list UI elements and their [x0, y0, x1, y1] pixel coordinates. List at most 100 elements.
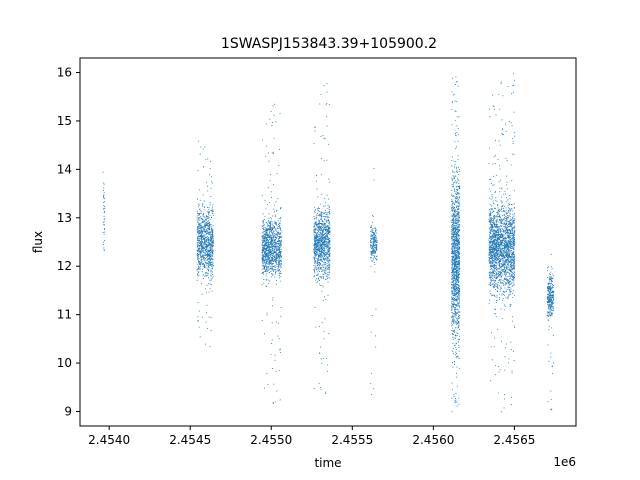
data-point: [314, 236, 316, 238]
data-point: [452, 300, 454, 302]
data-point: [212, 251, 214, 253]
data-point: [314, 307, 316, 308]
data-point: [313, 211, 315, 212]
data-point: [454, 312, 456, 314]
data-point: [270, 225, 271, 227]
data-point: [276, 390, 278, 392]
data-point: [325, 262, 326, 263]
data-point: [211, 252, 213, 254]
data-point: [200, 262, 202, 264]
data-point: [372, 242, 374, 244]
data-point: [313, 226, 315, 228]
data-point: [455, 255, 457, 257]
data-point: [328, 250, 330, 252]
data-point: [198, 213, 200, 215]
data-point: [278, 277, 280, 279]
data-point: [270, 236, 272, 238]
data-point: [324, 236, 326, 238]
data-point: [452, 362, 453, 364]
data-point: [452, 239, 454, 240]
data-point: [211, 250, 213, 252]
data-point: [328, 264, 330, 266]
data-point: [452, 218, 454, 220]
data-point: [458, 255, 459, 257]
data-point: [264, 259, 266, 261]
data-point: [208, 207, 210, 209]
data-point: [271, 238, 273, 240]
data-point: [458, 302, 460, 303]
data-point: [451, 264, 453, 266]
data-point: [278, 337, 280, 339]
data-point: [453, 330, 455, 332]
data-point: [493, 203, 495, 205]
data-point: [201, 227, 203, 229]
data-point: [453, 211, 455, 213]
data-point: [325, 244, 327, 246]
data-point: [510, 246, 512, 248]
data-point: [210, 248, 212, 250]
data-point: [454, 299, 456, 301]
data-point: [451, 287, 453, 289]
data-point: [321, 238, 323, 240]
data-point: [102, 196, 104, 198]
data-point: [211, 267, 213, 269]
data-point: [275, 246, 277, 248]
data-point: [202, 246, 204, 248]
data-point: [265, 271, 267, 273]
data-point: [456, 372, 457, 374]
data-point: [199, 252, 201, 254]
data-point: [270, 260, 272, 262]
data-point: [451, 301, 453, 303]
data-point: [319, 213, 321, 215]
data-point: [198, 227, 200, 229]
data-point: [212, 265, 214, 267]
data-point: [197, 203, 199, 205]
data-point: [317, 232, 318, 234]
data-point: [321, 235, 323, 237]
data-point: [456, 385, 458, 387]
data-point: [459, 196, 461, 198]
data-point: [328, 143, 330, 145]
data-point: [212, 239, 214, 241]
data-point: [211, 258, 213, 260]
data-point: [326, 253, 328, 255]
data-point: [452, 316, 454, 318]
data-point: [279, 254, 281, 256]
data-point: [370, 245, 372, 247]
data-point: [313, 249, 315, 250]
data-point: [315, 221, 317, 223]
data-point: [327, 225, 329, 227]
data-point: [263, 234, 265, 236]
data-point: [457, 226, 459, 228]
data-point: [452, 270, 454, 272]
data-point: [202, 250, 204, 252]
data-point: [318, 269, 320, 271]
data-point: [261, 258, 263, 260]
data-point: [314, 243, 316, 245]
data-point: [457, 241, 459, 243]
data-point: [203, 237, 204, 239]
data-point: [318, 220, 320, 222]
data-point: [205, 231, 207, 233]
data-point: [323, 299, 325, 301]
data-point: [325, 214, 327, 215]
data-point: [315, 243, 317, 245]
data-point: [207, 190, 209, 192]
data-point: [315, 227, 317, 229]
data-point: [324, 272, 326, 274]
data-point: [453, 268, 455, 270]
data-point: [323, 239, 325, 241]
data-point: [203, 213, 205, 215]
data-point: [205, 182, 207, 184]
data-point: [204, 249, 206, 251]
data-point: [200, 243, 202, 245]
data-point: [316, 224, 318, 226]
data-point: [458, 116, 460, 118]
data-point: [453, 353, 455, 355]
data-point: [316, 244, 318, 246]
data-point: [269, 260, 271, 262]
data-point: [456, 217, 458, 219]
data-point: [513, 278, 514, 280]
data-point: [205, 224, 207, 226]
data-point: [198, 217, 200, 219]
